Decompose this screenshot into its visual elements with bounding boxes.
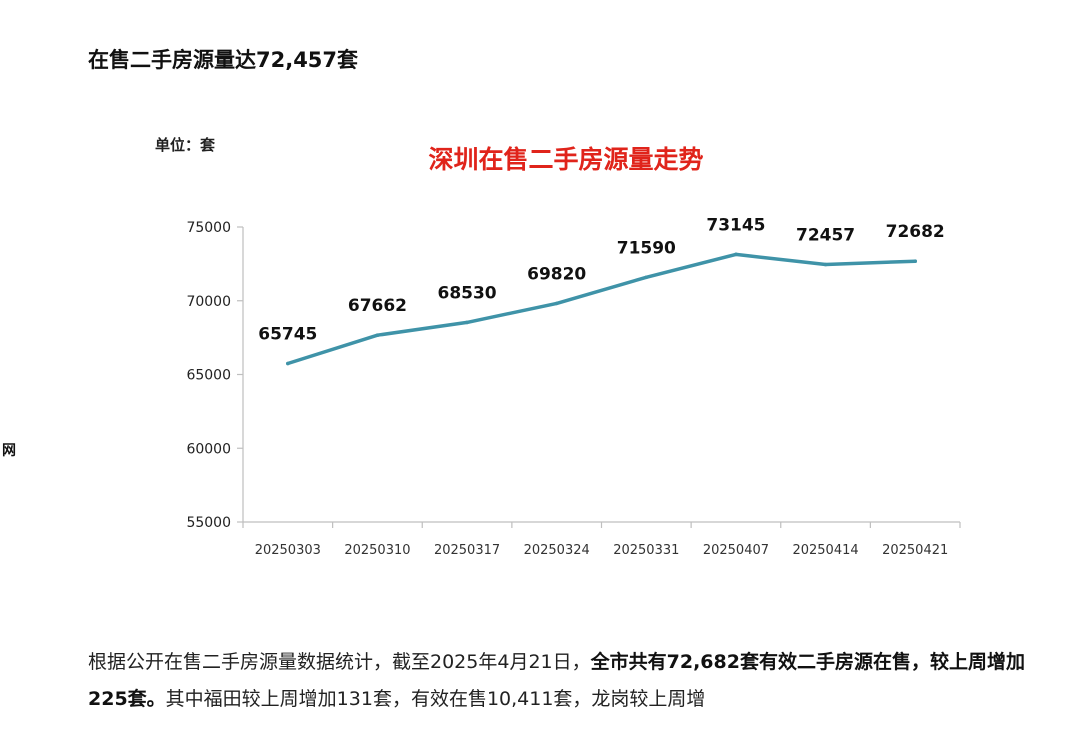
chart-axes (242, 227, 960, 523)
data-point (734, 252, 738, 257)
y-tick-label: 75000 (186, 220, 231, 236)
data-label: 69820 (527, 264, 586, 284)
data-label: 65745 (258, 325, 317, 345)
data-point (554, 301, 559, 306)
data-label: 67662 (348, 296, 407, 316)
y-tick-label: 65000 (186, 368, 231, 384)
paragraph-bold-text: 全市共有72,682套有效二手房源在售，较上周增加225套。 (88, 651, 1025, 710)
x-tick-label: 20250414 (792, 543, 858, 558)
data-label: 72457 (796, 226, 855, 246)
data-point (286, 361, 290, 366)
x-tick-label: 20250407 (703, 543, 769, 558)
x-axis-ticks: 20250303 20250310 20250317 20250324 20250331… (242, 522, 961, 558)
chart-unit-label: 单位：套 (155, 136, 216, 154)
data-label: 71590 (617, 238, 676, 258)
data-label: 72682 (886, 222, 945, 242)
x-tick-label: 20250421 (882, 543, 948, 558)
x-tick-label: 20250317 (434, 543, 500, 558)
y-axis-ticks: 55000 60000 65000 70000 75000 (186, 220, 243, 531)
line-chart: 单位：套 深圳在售二手房源量走势 55000 60000 65000 70000 750… (155, 136, 961, 558)
article-paragraph: 根据公开在售二手房源量数据统计，截至2025年4月21日，全市共有72,682套… (88, 644, 1063, 718)
y-tick-label: 70000 (186, 294, 231, 310)
data-point (375, 333, 380, 338)
data-point (913, 259, 917, 263)
paragraph-text-1: 根据公开在售二手房源量数据统计，截至2025年4月21日， (88, 651, 591, 673)
side-fragment-text: 网 (2, 443, 16, 459)
data-label: 68530 (437, 283, 496, 303)
data-labels: 65745 67662 68530 69820 71590 73145 72457 72682 (258, 215, 945, 344)
chart-series (286, 252, 917, 366)
data-point (644, 275, 649, 280)
paragraph-text-2: 其中福田较上周增加131套，有效在售10,411套，龙岗较上周增 (165, 688, 706, 710)
y-tick-label: 60000 (186, 441, 231, 457)
y-tick-label: 55000 (186, 515, 231, 531)
series-line (286, 252, 917, 366)
data-label: 73145 (706, 215, 765, 235)
x-tick-label: 20250324 (524, 543, 590, 558)
x-tick-label: 20250310 (344, 543, 410, 558)
data-point (465, 320, 469, 325)
data-point (823, 262, 828, 267)
x-tick-label: 20250303 (255, 543, 321, 558)
headline: 在售二手房源量达72,457套 (88, 48, 359, 72)
chart-title: 深圳在售二手房源量走势 (428, 145, 703, 174)
x-tick-label: 20250331 (613, 543, 679, 558)
